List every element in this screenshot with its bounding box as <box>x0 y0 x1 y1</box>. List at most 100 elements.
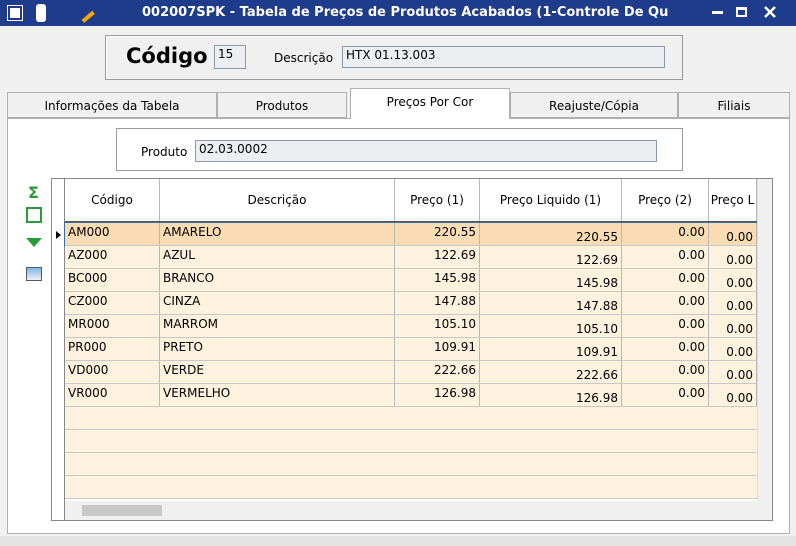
empty-row <box>65 407 757 430</box>
grid-row[interactable]: MR000 MARROM 105.10 105.10 0.00 0.00 <box>65 315 757 338</box>
grid-cell: 122.69 <box>480 246 622 268</box>
description-field[interactable]: HTX 01.13.003 <box>342 46 665 68</box>
column-header[interactable]: Preço (1) <box>395 179 480 221</box>
window-title: 002007SPK - Tabela de Preços de Produtos… <box>142 5 669 20</box>
status-bar <box>0 536 796 546</box>
grid-cell: VD000 <box>65 361 160 383</box>
grid-cell: PR000 <box>65 338 160 360</box>
grid-row[interactable]: PR000 PRETO 109.91 109.91 0.00 0.00 <box>65 338 757 361</box>
grid-cell: 222.66 <box>395 361 480 383</box>
empty-row <box>65 430 757 453</box>
grid-cell: 122.69 <box>395 246 480 268</box>
grid-cell: 0.00 <box>622 246 709 268</box>
tab[interactable]: Informações da Tabela <box>7 92 217 118</box>
grid-cell: 222.66 <box>480 361 622 383</box>
grid-cell: AMARELO <box>160 223 395 245</box>
sum-icon[interactable]: Σ <box>28 183 39 202</box>
grid-cell: AZUL <box>160 246 395 268</box>
grid-cell: 0.00 <box>622 361 709 383</box>
export-icon[interactable] <box>26 207 42 223</box>
grid-cell: 0.00 <box>622 223 709 245</box>
grid-cell: 0.00 <box>709 292 757 314</box>
grid-cell: 0.00 <box>709 361 757 383</box>
grid-row[interactable]: AM000 AMARELO 220.55 220.55 0.00 0.00 <box>64 222 758 247</box>
grid-cell: VERDE <box>160 361 395 383</box>
grid-cell: 147.88 <box>395 292 480 314</box>
grid-cell: CINZA <box>160 292 395 314</box>
grid-cell: 109.91 <box>480 338 622 360</box>
title-bar: 002007SPK - Tabela de Preços de Produtos… <box>0 0 796 26</box>
column-header[interactable]: Código <box>65 179 160 221</box>
horizontal-scrollbar[interactable] <box>65 501 772 520</box>
grid-row[interactable]: AZ000 AZUL 122.69 122.69 0.00 0.00 <box>65 246 757 269</box>
grid-cell: 0.00 <box>622 315 709 337</box>
empty-row <box>65 453 757 476</box>
header-panel: Código 15 Descrição HTX 01.13.003 <box>105 35 683 80</box>
product-label: Produto <box>141 145 188 159</box>
column-header[interactable]: Descrição <box>160 179 395 221</box>
code-label: Código <box>126 44 208 68</box>
column-header[interactable]: Preço Liquido (1) <box>480 179 622 221</box>
tab[interactable]: Reajuste/Cópia <box>510 92 678 118</box>
data-grid: Código Descrição Preço (1) Preço Liquido (1… <box>51 178 773 521</box>
tab-content: Produto 02.03.0002 Σ Código Descrição Preç… <box>7 118 790 534</box>
grid-cell: 220.55 <box>480 223 622 245</box>
code-field[interactable]: 15 <box>214 45 246 69</box>
grid-cell: 145.98 <box>395 269 480 291</box>
grid-cell: 145.98 <box>480 269 622 291</box>
grid-cell: 0.00 <box>709 315 757 337</box>
tab[interactable]: Produtos <box>217 92 347 118</box>
minimize-button[interactable] <box>712 11 723 14</box>
grid-cell: 220.55 <box>395 223 480 245</box>
image-icon[interactable] <box>26 267 42 281</box>
grid-cell: AM000 <box>65 223 160 245</box>
grid-row[interactable]: BC000 BRANCO 145.98 145.98 0.00 0.00 <box>65 269 757 292</box>
grid-cell: 0.00 <box>709 223 757 245</box>
grid-cell: CZ000 <box>65 292 160 314</box>
traffic-icon[interactable] <box>36 4 46 22</box>
grid-cell: 0.00 <box>622 384 709 406</box>
row-selector-column <box>52 179 65 520</box>
grid-cell: VERMELHO <box>160 384 395 406</box>
empty-row <box>65 476 757 499</box>
grid-cell: BRANCO <box>160 269 395 291</box>
scroll-thumb[interactable] <box>82 505 162 516</box>
grid-cell: MARROM <box>160 315 395 337</box>
grid-cell: 105.10 <box>395 315 480 337</box>
down-icon[interactable] <box>26 238 42 247</box>
grid-cell: 0.00 <box>622 338 709 360</box>
product-field[interactable]: 02.03.0002 <box>195 140 657 162</box>
grid-cell: 126.98 <box>395 384 480 406</box>
grid-cell: BC000 <box>65 269 160 291</box>
grid-cell: VR000 <box>65 384 160 406</box>
tool-icon[interactable] <box>75 3 95 23</box>
grid-cell: 126.98 <box>480 384 622 406</box>
grid-header: Código Descrição Preço (1) Preço Liquido (1… <box>52 179 757 223</box>
grid-cell: 0.00 <box>709 269 757 291</box>
column-header[interactable]: Preço L <box>709 179 757 221</box>
vertical-scrollbar[interactable] <box>757 179 772 501</box>
product-panel: Produto 02.03.0002 <box>116 128 683 171</box>
grid-row[interactable]: VR000 VERMELHO 126.98 126.98 0.00 0.00 <box>65 384 757 407</box>
tab[interactable]: Preços Por Cor <box>350 88 510 119</box>
app-icon[interactable] <box>7 5 23 21</box>
grid-cell: 0.00 <box>709 338 757 360</box>
tab[interactable]: Filiais <box>678 92 790 118</box>
grid-cell: 0.00 <box>709 384 757 406</box>
grid-cell: 0.00 <box>709 246 757 268</box>
grid-cell: 109.91 <box>395 338 480 360</box>
grid-cell: 147.88 <box>480 292 622 314</box>
grid-cell: 0.00 <box>622 292 709 314</box>
current-row-indicator <box>56 231 61 239</box>
grid-row[interactable]: VD000 VERDE 222.66 222.66 0.00 0.00 <box>65 361 757 384</box>
column-header[interactable]: Preço (2) <box>622 179 709 221</box>
description-label: Descrição <box>274 51 334 65</box>
maximize-button[interactable] <box>736 7 747 17</box>
close-button[interactable] <box>764 6 776 18</box>
grid-cell: AZ000 <box>65 246 160 268</box>
grid-cell: MR000 <box>65 315 160 337</box>
grid-cell: 105.10 <box>480 315 622 337</box>
grid-cell: 0.00 <box>622 269 709 291</box>
grid-row[interactable]: CZ000 CINZA 147.88 147.88 0.00 0.00 <box>65 292 757 315</box>
